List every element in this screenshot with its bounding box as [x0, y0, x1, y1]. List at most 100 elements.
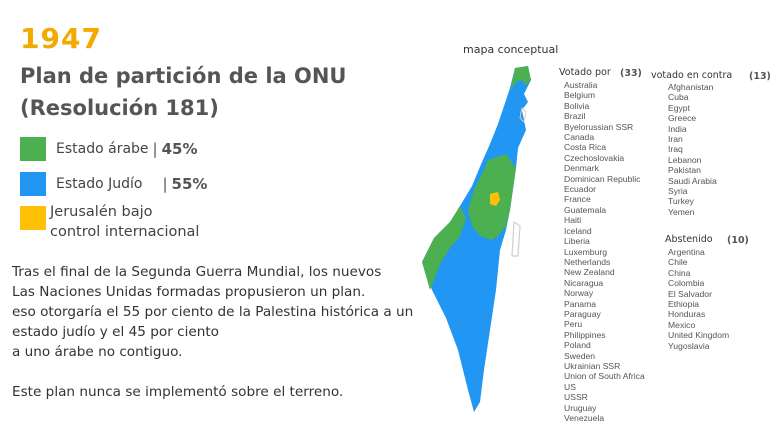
country-item: Panama	[564, 298, 597, 309]
country-item: Ethiopia	[668, 299, 700, 310]
legend-jerusalem: Jerusalén bajo control internacional	[20, 202, 199, 242]
votes-abstained-list: Argentina Chile China Colombia El Salvador Et…	[668, 247, 729, 351]
country-item: USSR	[564, 392, 588, 403]
country-item: Egypt	[668, 102, 690, 113]
country-item: Peru	[564, 319, 583, 330]
jerusalem-region	[490, 192, 500, 206]
arab-swatch	[20, 137, 46, 161]
votes-against-count: (13)	[749, 71, 770, 82]
country-item: Netherlands	[564, 256, 611, 267]
arab-region-coastal	[422, 206, 466, 290]
country-item: Pakistan	[668, 165, 701, 176]
country-item: Czechoslovakia	[564, 152, 625, 163]
votes-against-list: Afghanistan Cuba Egypt Greece India Iran Iraq L…	[668, 82, 717, 217]
jewish-label: Estado Judío	[56, 176, 143, 192]
country-item: Costa Rica	[564, 142, 607, 153]
votes-for-list: Australia Belgium Bolivia Brazil Byelorussia…	[564, 80, 645, 423]
country-item: Bolivia	[564, 100, 590, 111]
jewish-swatch	[20, 172, 46, 196]
arab-separator: |	[152, 140, 158, 158]
country-item: China	[668, 267, 691, 278]
country-item: Uruguay	[564, 402, 597, 413]
country-item: Byelorussian SSR	[564, 121, 634, 132]
country-item: Iran	[668, 134, 683, 145]
country-item: Australia	[564, 80, 598, 90]
description-line: Las Naciones Unidas formadas propusieron…	[12, 284, 366, 300]
country-item: Brazil	[564, 111, 586, 122]
country-item: Cuba	[668, 92, 689, 103]
partition-map	[422, 66, 531, 412]
title-line-2: (Resolución 181)	[20, 96, 219, 120]
votes-against-heading: votado en contra	[651, 70, 733, 81]
votes-for-heading: Votado por	[559, 67, 611, 78]
country-item: Paraguay	[564, 308, 601, 319]
description-line: eso otorgaría el 55 por ciento de la Pal…	[12, 304, 414, 320]
country-item: United Kingdom	[668, 330, 730, 341]
country-item: Union of South Africa	[564, 371, 645, 382]
country-item: Chile	[668, 257, 688, 268]
dead-sea-outline	[511, 220, 521, 257]
country-item: Honduras	[668, 309, 706, 320]
country-item: Canada	[564, 132, 595, 143]
jewish-separator: |	[162, 175, 168, 193]
description: Tras el final de la Segunda Guerra Mundi…	[12, 262, 432, 402]
country-item: New Zealand	[564, 267, 615, 278]
country-item: US	[564, 381, 576, 392]
country-item: Poland	[564, 340, 591, 351]
country-item: Afghanistan	[668, 82, 714, 92]
country-item: Venezuela	[564, 413, 605, 423]
country-item: Belgium	[564, 90, 596, 101]
country-item: India	[668, 123, 687, 134]
country-item: Mexico	[668, 319, 696, 330]
country-item: Turkey	[668, 196, 694, 207]
country-item: Iceland	[564, 225, 592, 236]
description-line: estado judío y el 45 por ciento	[12, 324, 219, 340]
jewish-state-region	[422, 66, 531, 412]
country-item: Ukrainian SSR	[564, 360, 621, 371]
country-item: Greece	[668, 113, 697, 124]
jewish-percent: 55%	[171, 175, 208, 193]
country-item: Nicaragua	[564, 277, 604, 288]
country-item: Colombia	[668, 278, 705, 289]
country-item: Argentina	[668, 247, 705, 257]
country-item: Dominican Republic	[564, 173, 641, 184]
jerusalem-label: Jerusalén bajo control internacional	[50, 202, 199, 242]
country-item: Liberia	[564, 236, 590, 247]
votes-abstained-count: (10)	[727, 235, 749, 246]
votes-for-count: (33)	[620, 68, 642, 79]
arab-region-galilee	[510, 66, 531, 92]
jerusalem-swatch	[20, 206, 46, 230]
sea-of-galilee-outline	[519, 106, 527, 124]
arab-percent: 45%	[161, 140, 198, 158]
page-title: Plan de partición de la ONU (Resolución …	[20, 60, 346, 124]
legend-arab: Estado árabe | 45%	[20, 137, 198, 161]
country-item: Denmark	[564, 163, 599, 174]
country-item: Guatemala	[564, 204, 607, 215]
closing-note: Este plan nunca se implementó sobre el t…	[12, 384, 344, 400]
country-item: France	[564, 194, 591, 205]
country-item: Yugoslavia	[668, 340, 710, 351]
country-item: Yemen	[668, 206, 695, 217]
map-caption: mapa conceptual	[463, 43, 559, 56]
title-line-1: Plan de partición de la ONU	[20, 64, 347, 88]
arab-label: Estado árabe	[56, 141, 149, 157]
jerusalem-label-line-1: Jerusalén bajo	[50, 204, 153, 220]
country-item: Sweden	[564, 350, 596, 361]
country-item: Luxemburg	[564, 246, 607, 257]
country-item: Haiti	[564, 215, 582, 226]
jerusalem-label-line-2: control internacional	[50, 224, 200, 240]
country-item: Norway	[564, 288, 594, 299]
country-item: Ecuador	[564, 184, 597, 195]
country-item: Saudi Arabia	[668, 175, 717, 186]
country-item: Syria	[668, 186, 688, 197]
legend-jewish: Estado Judío | 55%	[20, 172, 207, 196]
description-line: Tras el final de la Segunda Guerra Mundi…	[12, 264, 382, 280]
year-heading: 1947	[20, 22, 102, 55]
votes-abstained-heading: Abstenido	[665, 234, 713, 245]
country-item: Lebanon	[668, 154, 702, 165]
country-item: Philippines	[564, 329, 606, 340]
arab-region-jaffa	[473, 191, 479, 197]
country-item: El Salvador	[668, 288, 712, 299]
description-line: a uno árabe no contiguo.	[12, 344, 183, 360]
country-item: Iraq	[668, 144, 683, 155]
